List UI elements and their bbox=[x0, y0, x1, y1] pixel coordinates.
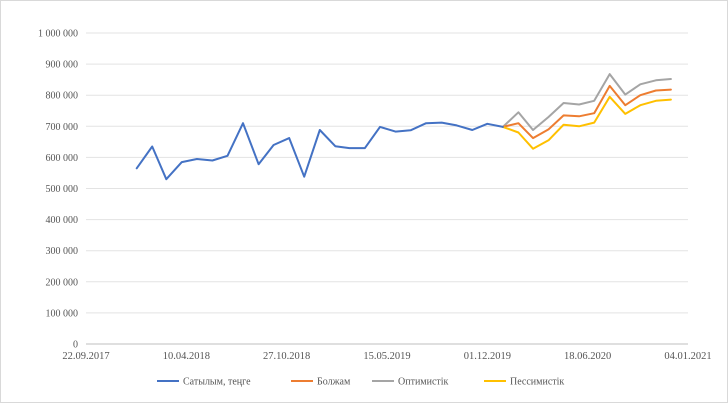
x-axis-tick-labels: 22.09.2017 10.04.2018 27.10.2018 15.05.2019… bbox=[62, 351, 711, 362]
y-tick-label: 1 000 000 bbox=[38, 29, 78, 40]
y-tick-label: 400 000 bbox=[46, 215, 79, 226]
series-line-1 bbox=[135, 121, 504, 181]
y-tick-label: 0 bbox=[73, 340, 78, 351]
legend-label: Сатылым, теңге bbox=[183, 377, 251, 388]
x-tick-label: 22.09.2017 bbox=[62, 351, 109, 362]
legend-label: Пессимистік bbox=[510, 377, 564, 388]
x-tick-label: 18.06.2020 bbox=[564, 351, 611, 362]
x-tick-label: 01.12.2019 bbox=[464, 351, 511, 362]
x-tick-label: 10.04.2018 bbox=[163, 351, 210, 362]
series-line-2 bbox=[501, 84, 672, 140]
y-tick-label: 300 000 bbox=[46, 246, 79, 257]
x-tick-label: 04.01.2021 bbox=[664, 351, 711, 362]
series-line-3 bbox=[501, 73, 672, 131]
y-tick-label: 100 000 bbox=[46, 308, 79, 319]
y-tick-label: 200 000 bbox=[46, 277, 79, 288]
x-tick-label: 15.05.2019 bbox=[363, 351, 410, 362]
legend-label: Болжам bbox=[317, 377, 351, 388]
series-lines bbox=[135, 73, 672, 181]
series-line-4 bbox=[501, 95, 672, 150]
gridlines bbox=[86, 32, 688, 345]
y-tick-label: 600 000 bbox=[46, 153, 79, 164]
y-tick-label: 900 000 bbox=[46, 60, 79, 71]
y-tick-label: 800 000 bbox=[46, 91, 79, 102]
y-axis-tick-labels: 0 100 000 200 000 300 000 400 000 500 000 600 … bbox=[38, 29, 78, 351]
y-tick-label: 500 000 bbox=[46, 184, 79, 195]
legend: Сатылым, теңге Болжам Оптимистік Пессимисті… bbox=[157, 377, 564, 388]
x-tick-label: 27.10.2018 bbox=[263, 351, 310, 362]
legend-label: Оптимистік bbox=[398, 377, 449, 388]
y-tick-label: 700 000 bbox=[46, 122, 79, 133]
